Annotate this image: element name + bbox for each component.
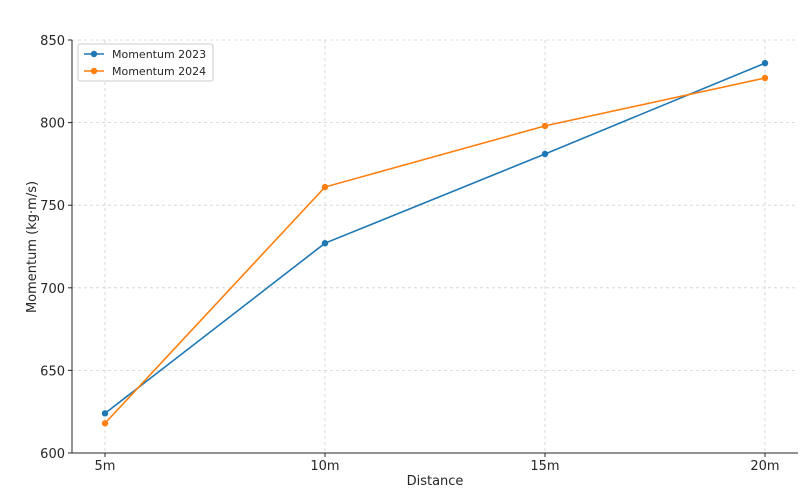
x-axis-label: Distance: [407, 474, 464, 489]
data-point: [761, 59, 769, 67]
y-axis-label: Momentum (kg·m/s): [25, 181, 40, 313]
data-point: [541, 122, 549, 130]
legend-label-2024: Momentum 2024: [112, 65, 206, 78]
legend-box: [77, 43, 214, 82]
y-tick-label: 850: [40, 34, 65, 49]
series-line-1: [104, 62, 766, 414]
x-tick-label: 20m: [750, 459, 779, 474]
series-line-2: [104, 77, 766, 424]
y-tick-label: 600: [40, 447, 65, 462]
axes: [71, 40, 798, 454]
x-tick-label: 10m: [310, 459, 339, 474]
ticks: 5m 10m 15m 20m 600 650 700 750 800 850: [40, 34, 779, 474]
data-point: [541, 150, 549, 158]
data-point: [101, 420, 109, 427]
x-tick-label: 5m: [95, 459, 116, 474]
data-point: [761, 74, 769, 82]
y-tick-label: 650: [40, 364, 65, 379]
data-point: [321, 183, 329, 191]
y-tick-label: 750: [40, 199, 65, 214]
data-point: [321, 239, 329, 247]
legend-label-2023: Momentum 2023: [112, 48, 206, 61]
y-tick-label: 800: [40, 117, 65, 132]
grid: [72, 39, 798, 454]
series: [101, 59, 769, 427]
x-tick-label: 15m: [530, 459, 559, 474]
legend-marker-2024: [90, 67, 98, 75]
y-tick-label: 700: [40, 282, 65, 297]
data-point: [101, 410, 109, 417]
legend: Momentum 2023 Momentum 2024: [77, 43, 214, 82]
legend-entry-2023: Momentum 2023: [84, 48, 206, 61]
legend-marker-2023: [90, 50, 98, 58]
legend-entry-2024: Momentum 2024: [84, 65, 206, 78]
